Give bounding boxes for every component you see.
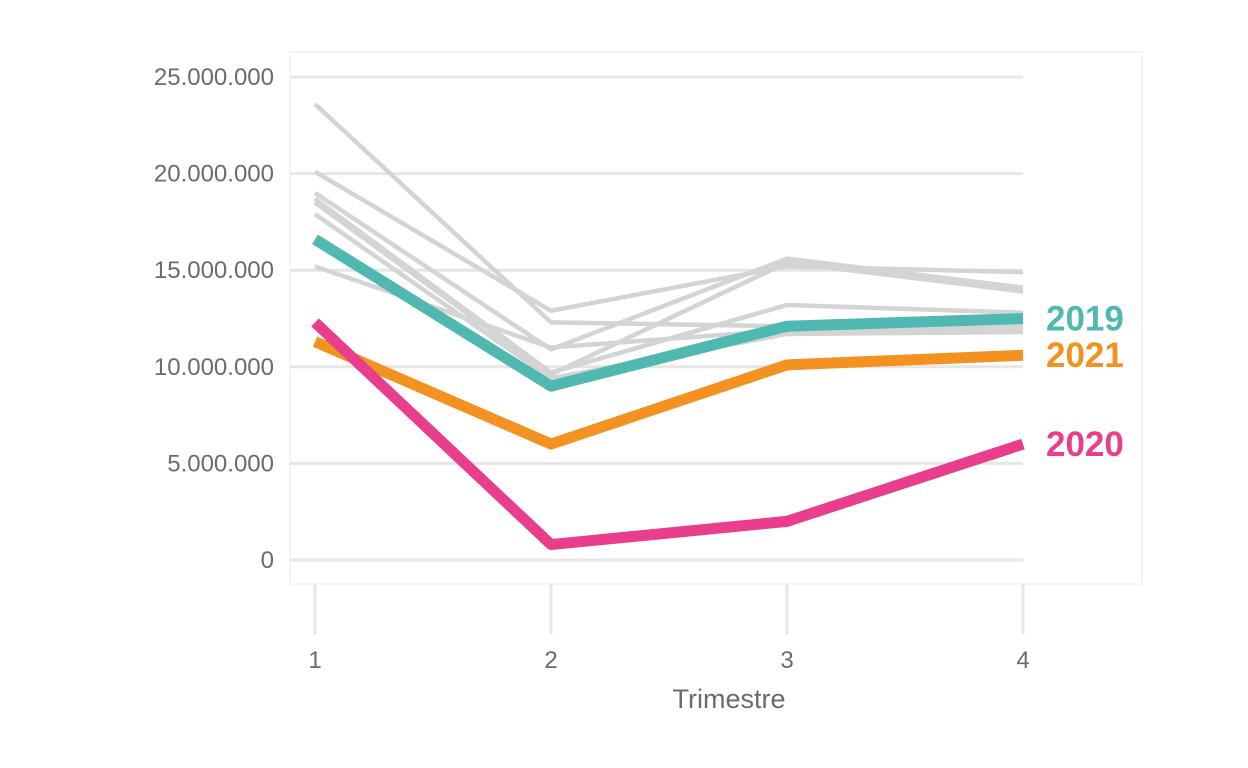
background-series-line <box>313 191 1024 352</box>
x-axis-title: Trimestre <box>673 684 786 714</box>
y-tick-label: 25.000.000 <box>154 64 274 91</box>
x-tick-label: 3 <box>780 647 793 674</box>
x-axis-ticks: 1 2 3 4 <box>308 584 1030 674</box>
x-tick-label: 1 <box>308 647 321 674</box>
series-label-2021: 2021 <box>1046 336 1124 375</box>
y-tick-label: 15.000.000 <box>154 257 274 284</box>
y-tick-label: 0 <box>261 547 274 574</box>
series-line-2020 <box>311 318 1025 551</box>
series-line-2019 <box>312 234 1024 392</box>
y-tick-label: 10.000.000 <box>154 354 274 381</box>
background-series-line <box>313 102 1024 329</box>
background-series-line <box>313 169 1024 314</box>
series-line-2021 <box>312 336 1024 450</box>
background-series <box>313 102 1024 381</box>
x-tick-label: 4 <box>1016 647 1029 674</box>
y-axis-ticks: 0 5.000.000 10.000.000 15.000.000 20.000.000… <box>154 64 274 574</box>
plot-panel <box>289 51 1143 585</box>
series-label-2019: 2019 <box>1046 300 1124 339</box>
x-tick-label: 2 <box>544 647 557 674</box>
series-label-2020: 2020 <box>1046 425 1124 464</box>
y-tick-label: 5.000.000 <box>167 450 274 477</box>
y-tick-label: 20.000.000 <box>154 161 274 188</box>
highlighted-series <box>311 234 1025 551</box>
background-series-line <box>313 200 1024 377</box>
